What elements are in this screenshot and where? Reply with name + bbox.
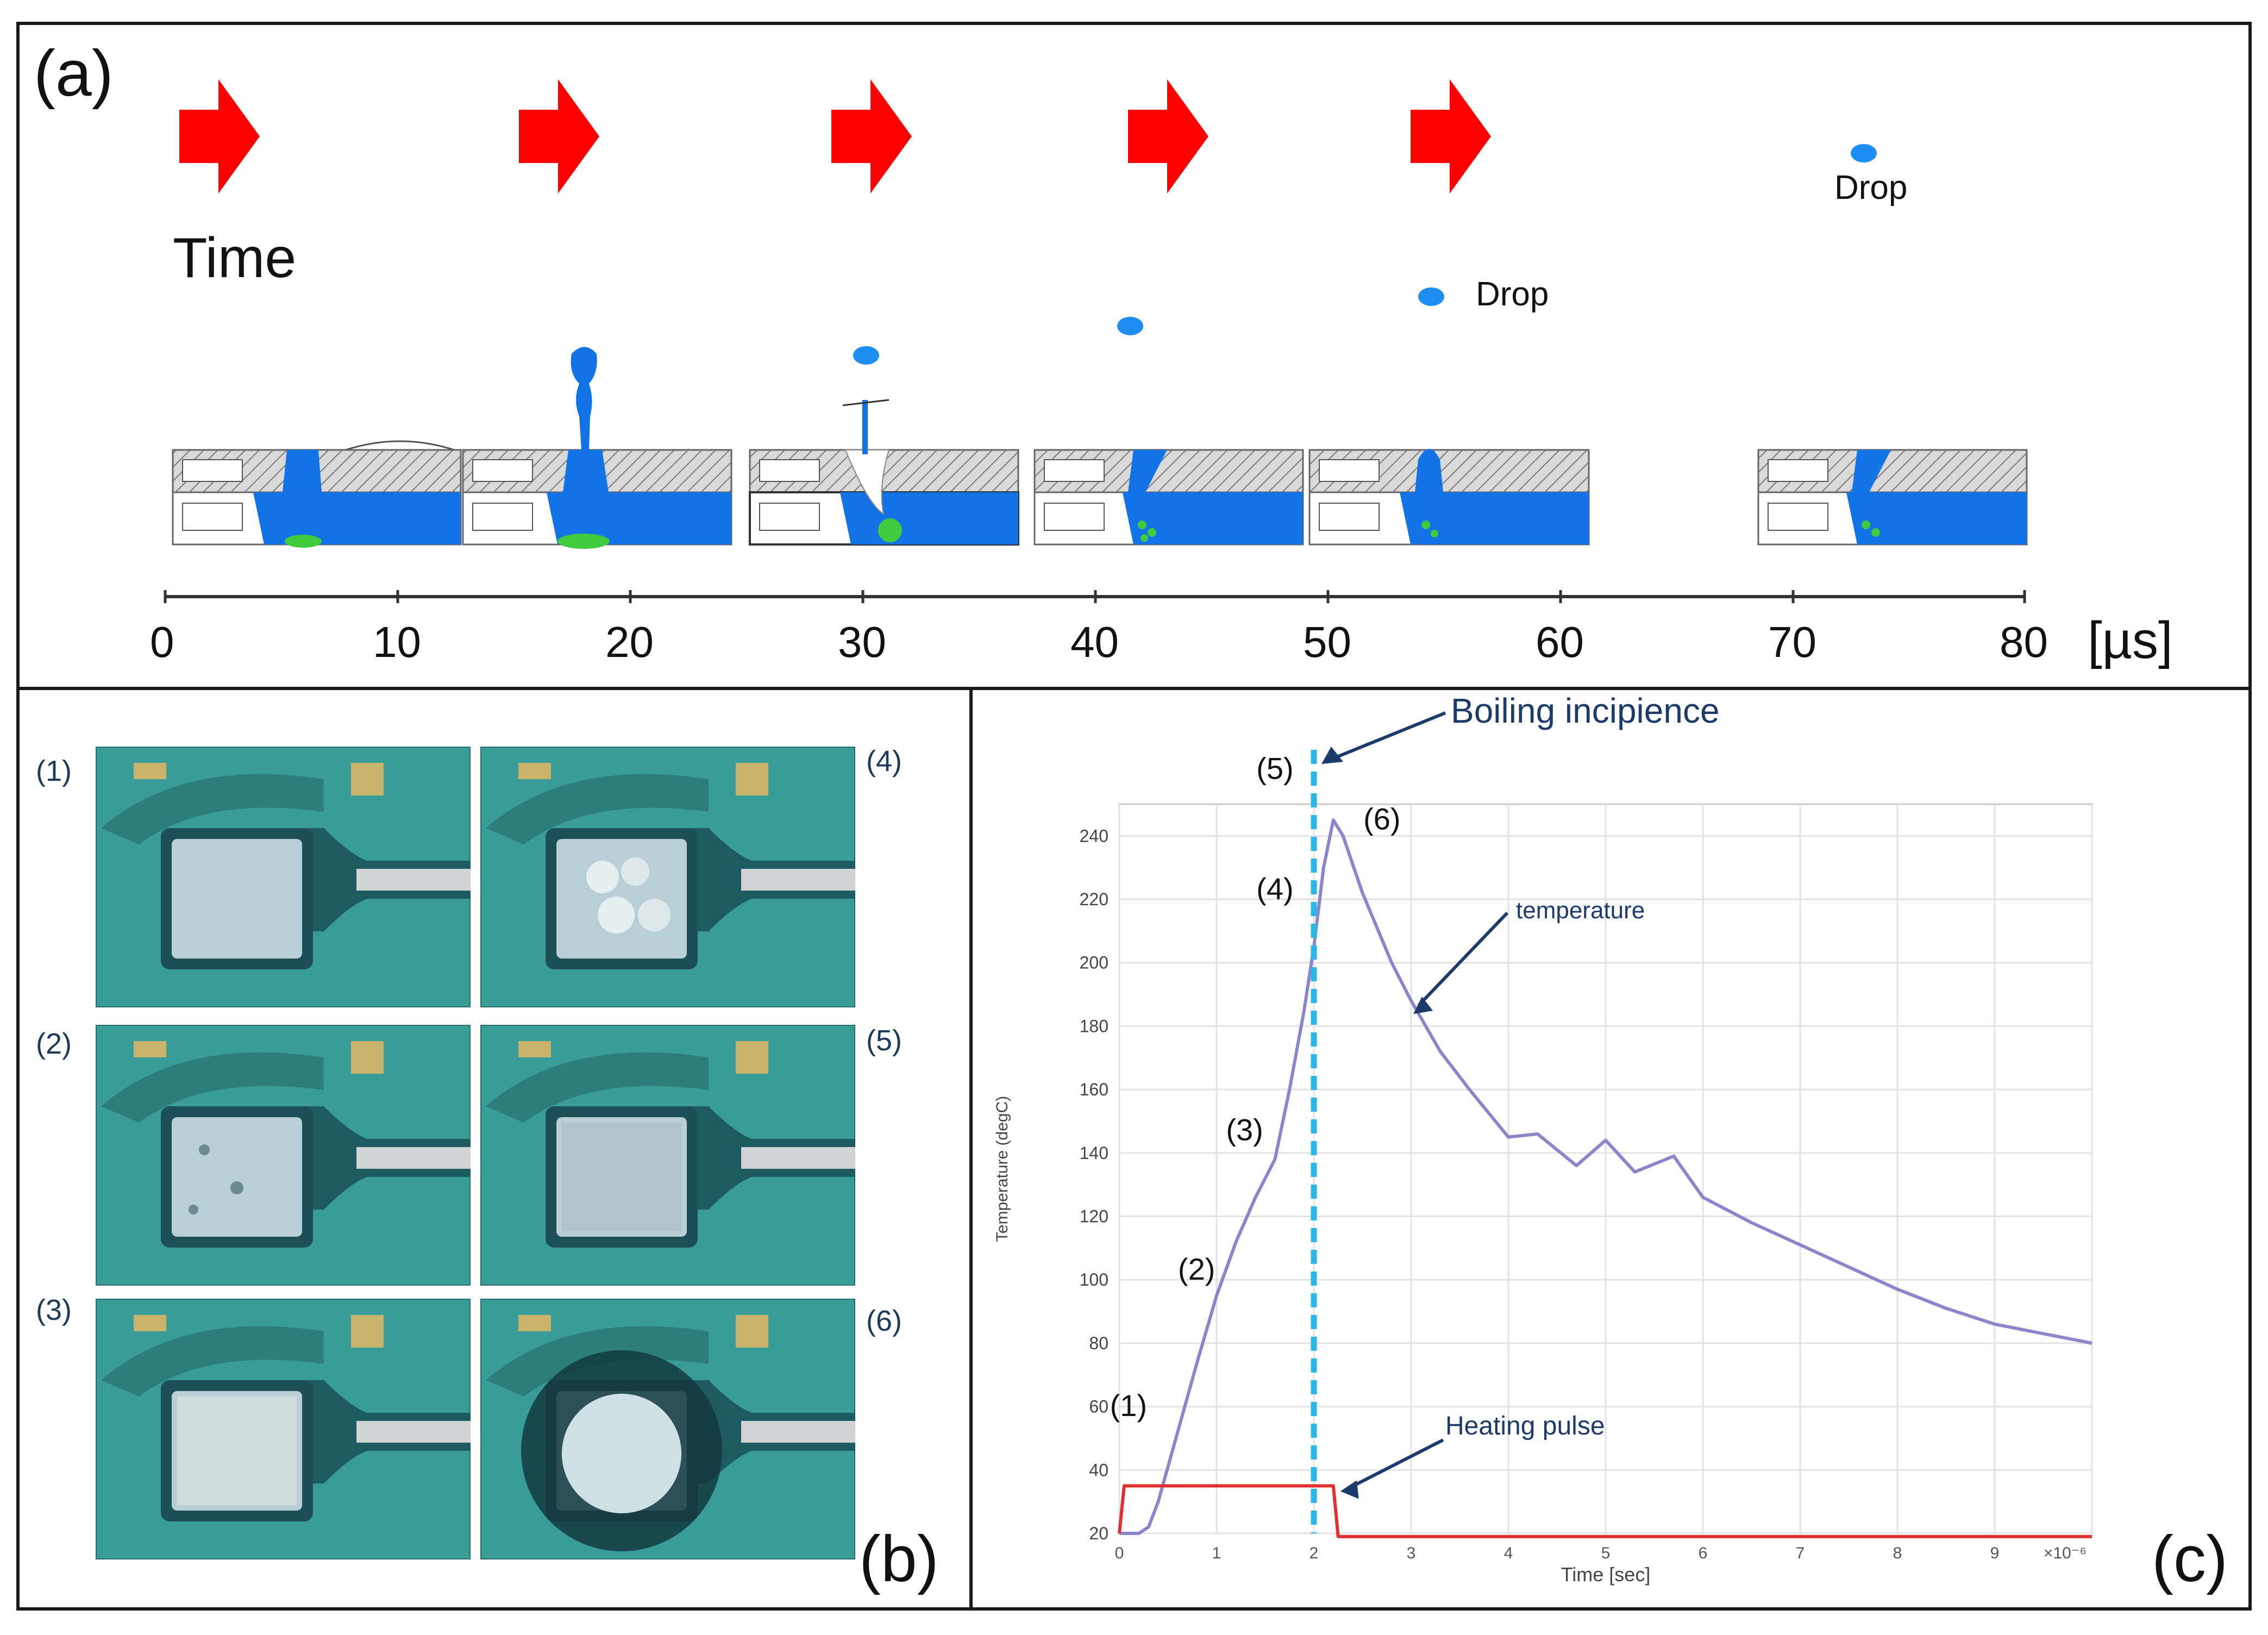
y-tick-label: 20 (1089, 1524, 1108, 1543)
temperature-chart: 0 1 2 3 4 5 6 7 8 9 ×10⁻⁶ 20 40 60 80 100 120 140 160 180 20… (993, 691, 2093, 1586)
x-tick-label: 0 (1115, 1544, 1124, 1562)
y-tick-label: 180 (1080, 1016, 1108, 1036)
x-tick-label: 9 (1990, 1544, 2000, 1562)
axis-tick-40: 40 (1070, 618, 1119, 666)
axis-tick-80: 80 (2000, 618, 2048, 666)
y-tick-label: 140 (1080, 1143, 1108, 1163)
axis-tick-30: 30 (838, 618, 886, 666)
axis-tick-20: 20 (605, 618, 654, 666)
panel-b: (1) (2) (3) (4) (5) (6) (b) (16, 687, 973, 1611)
drop-label-top: Drop (1834, 169, 1908, 206)
frame-5-image (480, 1025, 855, 1286)
x-tick-label: 5 (1601, 1544, 1611, 1562)
frame-6-image (480, 1299, 855, 1559)
y-tick-label: 40 (1089, 1460, 1108, 1480)
y-tick-label: 120 (1080, 1207, 1108, 1226)
frame-label-2: (2) (36, 1028, 72, 1060)
drop-3 (1418, 287, 1444, 306)
axis-tick-50: 50 (1303, 618, 1351, 666)
frame-2-image (96, 1025, 471, 1286)
drop-1 (853, 346, 879, 365)
heating-arrow (1348, 1438, 1444, 1490)
time-arrow-2 (519, 79, 599, 193)
frame-4-image (480, 747, 855, 1007)
stage-marker-5: (5) (1256, 751, 1293, 785)
y-tick-label: 60 (1089, 1397, 1108, 1417)
y-tick-label: 100 (1080, 1270, 1108, 1289)
stage-1 (172, 440, 462, 548)
stage-6 (1757, 449, 2028, 546)
time-arrow-3 (831, 79, 912, 193)
axis-tick-70: 70 (1768, 618, 1816, 666)
y-axis-title: Temperature (degC) (993, 1096, 1011, 1242)
temperature-arrow (1417, 911, 1509, 1007)
x-axis-title: Time [sec] (1561, 1563, 1651, 1586)
stage-5 (1308, 449, 1590, 546)
x-tick-label: 7 (1796, 1544, 1805, 1562)
temperature-arrow-head (1413, 997, 1433, 1014)
axis-tick-60: 60 (1536, 618, 1584, 666)
time-arrow-1 (179, 79, 260, 193)
frame-label-4: (4) (866, 745, 902, 778)
drop-4 (1851, 144, 1877, 162)
stage-marker-4: (4) (1256, 872, 1293, 906)
frame-label-5: (5) (866, 1024, 902, 1057)
frame-3-image (96, 1299, 471, 1559)
drop-label-middle: Drop (1476, 275, 1549, 313)
axis-tick-0: 0 (150, 618, 174, 666)
stage-2 (462, 347, 732, 549)
heating-pulse-label: Heating pulse (1445, 1412, 1605, 1440)
time-label: Time (173, 227, 297, 290)
series-temperature (1119, 818, 2092, 1535)
heating-arrow-head (1340, 1480, 1359, 1499)
y-tick-label: 220 (1080, 889, 1108, 909)
panel-c-label: (c) (2152, 1523, 2228, 1595)
frame-1-image (96, 747, 471, 1007)
x-multiplier: ×10⁻⁶ (2044, 1544, 2087, 1562)
panel-c: 0 1 2 3 4 5 6 7 8 9 ×10⁻⁶ 20 40 60 80 100 120 140 160 180 20… (969, 687, 2252, 1611)
frame-label-6: (6) (866, 1305, 902, 1337)
temperature-label: temperature (1516, 897, 1645, 924)
time-arrow-4 (1128, 79, 1208, 193)
boiling-arrow (1329, 711, 1446, 761)
panel-b-label: (b) (859, 1523, 939, 1595)
panel-a: (a) Time Drop Drop (16, 22, 2252, 690)
panel-a-schematic (164, 79, 2028, 603)
y-tick-label: 80 (1089, 1333, 1108, 1353)
stage-marker-6: (6) (1363, 802, 1400, 836)
series-heating-pulse (1118, 1484, 2092, 1538)
axis-tick-10: 10 (373, 618, 421, 666)
axis-unit: [µs] (2088, 611, 2173, 669)
x-tick-label: 1 (1212, 1544, 1221, 1562)
time-arrow-5 (1411, 79, 1491, 193)
boiling-arrow-head (1321, 747, 1343, 764)
x-tick-label: 6 (1699, 1544, 1708, 1562)
stage-4 (1033, 449, 1304, 546)
panel-a-label: (a) (34, 37, 114, 110)
stage-marker-1: (1) (1110, 1388, 1147, 1423)
frame-label-3: (3) (36, 1294, 72, 1326)
stage-3 (749, 399, 1019, 546)
frame-label-1: (1) (36, 755, 72, 787)
x-tick-label: 8 (1893, 1544, 1902, 1562)
x-tick-label: 2 (1310, 1544, 1319, 1562)
boiling-incipience-label: Boiling incipience (1451, 691, 1720, 730)
y-tick-label: 200 (1080, 953, 1108, 973)
y-tick-label: 160 (1080, 1080, 1108, 1099)
drop-2 (1117, 317, 1143, 335)
x-tick-label: 3 (1407, 1544, 1416, 1562)
stage-marker-2: (2) (1178, 1252, 1215, 1286)
x-tick-label: 4 (1504, 1544, 1513, 1562)
y-tick-label: 240 (1080, 826, 1108, 845)
stage-marker-3: (3) (1226, 1112, 1263, 1147)
